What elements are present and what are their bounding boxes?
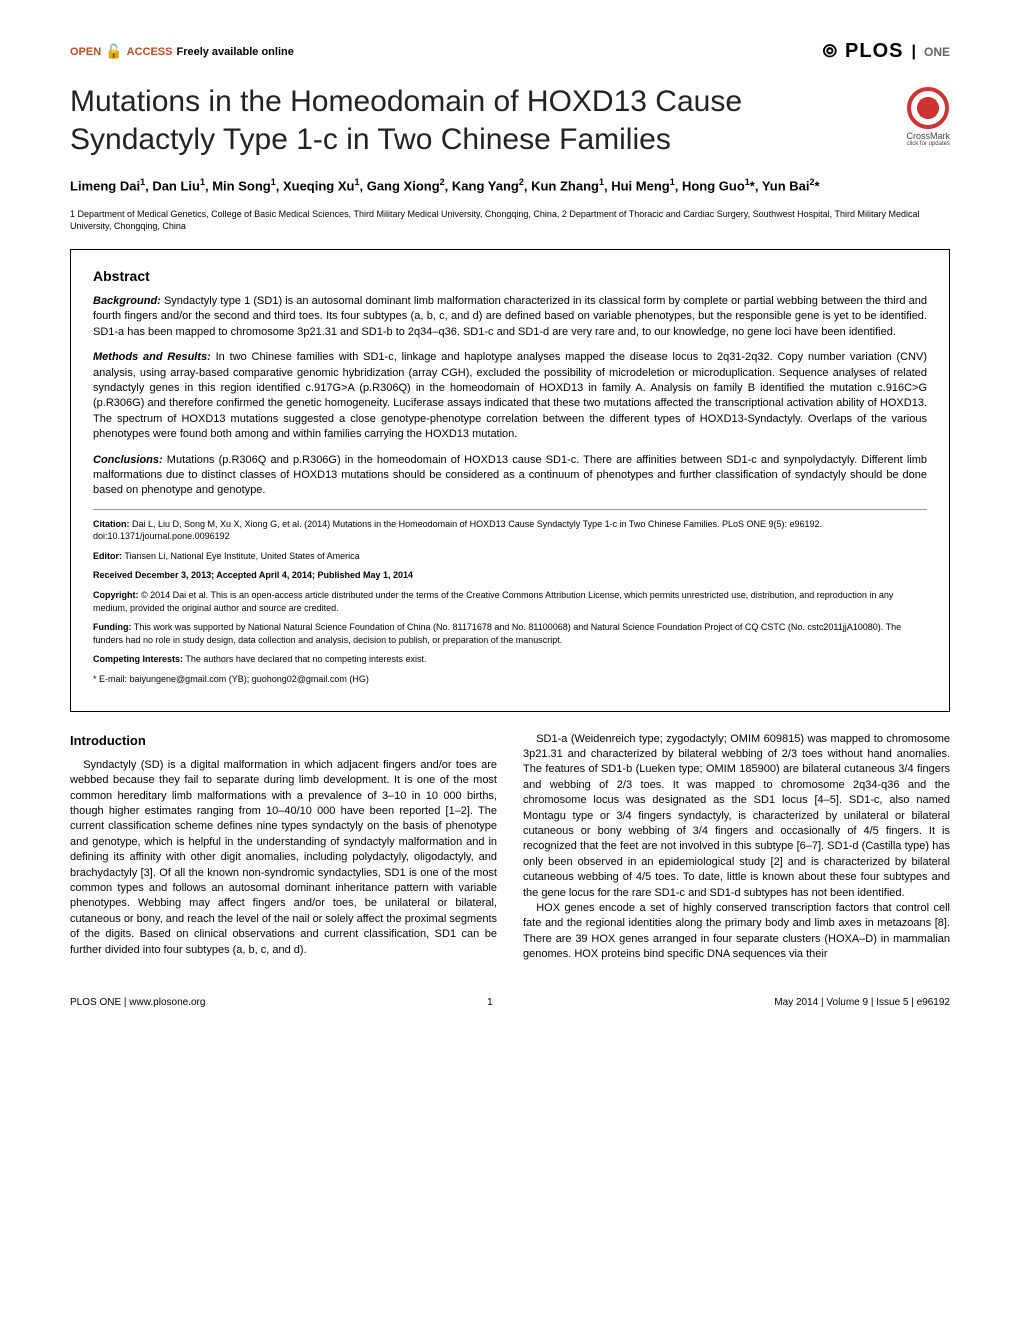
abstract-heading: Abstract [93, 268, 927, 284]
copyright-label: Copyright: [93, 590, 139, 600]
author-list: Limeng Dai1, Dan Liu1, Min Song1, Xueqin… [70, 176, 950, 196]
plos-icon: ⦾ [823, 41, 837, 62]
competing-label: Competing Interests: [93, 654, 183, 664]
funding-text: This work was supported by National Natu… [93, 622, 901, 645]
footer-page: 1 [487, 997, 493, 1008]
abstract-divider [93, 509, 927, 510]
crossmark-badge[interactable]: CrossMark click for updates [906, 87, 950, 147]
editor-label: Editor: [93, 551, 122, 561]
intro-p3: HOX genes encode a set of highly conserv… [523, 901, 950, 963]
background-label: Background: [93, 295, 161, 307]
page-header: OPEN 🔓 ACCESS Freely available online ⦾ … [70, 40, 950, 63]
body-columns: Introduction Syndactyly (SD) is a digita… [70, 732, 950, 963]
intro-p1: Syndactyly (SD) is a digital malformatio… [70, 758, 497, 958]
conclusions-label: Conclusions: [93, 454, 163, 466]
affiliations: 1 Department of Medical Genetics, Colleg… [70, 208, 950, 233]
editor-text: Tiansen Li, National Eye Institute, Unit… [122, 551, 360, 561]
freely-label: Freely available online [176, 46, 293, 58]
access-label: ACCESS [127, 46, 173, 58]
dates-line: Received December 3, 2013; Accepted Apri… [93, 569, 927, 582]
conclusions-text: Mutations (p.R306Q and p.R306G) in the h… [93, 454, 927, 497]
copyright-line: Copyright: © 2014 Dai et al. This is an … [93, 589, 927, 614]
footer-right: May 2014 | Volume 9 | Issue 5 | e96192 [774, 997, 950, 1008]
column-right: SD1-a (Weidenreich type; zygodactyly; OM… [523, 732, 950, 963]
abstract-box: Abstract Background: Syndactyly type 1 (… [70, 249, 950, 712]
intro-p2: SD1-a (Weidenreich type; zygodactyly; OM… [523, 732, 950, 901]
crossmark-label: CrossMark [906, 131, 950, 141]
citation-label: Citation: [93, 519, 130, 529]
divider-icon: | [912, 43, 916, 61]
competing-line: Competing Interests: The authors have de… [93, 653, 927, 666]
open-label: OPEN [70, 46, 101, 58]
footer-left: PLOS ONE | www.plosone.org [70, 997, 205, 1008]
crossmark-icon [907, 87, 949, 129]
editor-line: Editor: Tiansen Li, National Eye Institu… [93, 550, 927, 563]
methods-label: Methods and Results: [93, 351, 211, 363]
background-text: Syndactyly type 1 (SD1) is an autosomal … [93, 295, 927, 338]
plos-text: PLOS [845, 40, 903, 63]
page-footer: PLOS ONE | www.plosone.org 1 May 2014 | … [70, 997, 950, 1008]
abstract-conclusions: Conclusions: Mutations (p.R306Q and p.R3… [93, 453, 927, 499]
article-title: Mutations in the Homeodomain of HOXD13 C… [70, 83, 886, 158]
column-left: Introduction Syndactyly (SD) is a digita… [70, 732, 497, 963]
funding-line: Funding: This work was supported by Nati… [93, 621, 927, 646]
methods-text: In two Chinese families with SD1-c, link… [93, 351, 927, 440]
open-access-badge: OPEN 🔓 ACCESS Freely available online [70, 43, 294, 60]
competing-text: The authors have declared that no compet… [183, 654, 426, 664]
title-row: Mutations in the Homeodomain of HOXD13 C… [70, 83, 950, 176]
abstract-background: Background: Syndactyly type 1 (SD1) is a… [93, 294, 927, 340]
copyright-text: © 2014 Dai et al. This is an open-access… [93, 590, 893, 613]
crossmark-sub: click for updates [906, 141, 950, 147]
dates-text: Received December 3, 2013; Accepted Apri… [93, 570, 413, 580]
one-text: ONE [924, 45, 950, 59]
citation-text: Dai L, Liu D, Song M, Xu X, Xiong G, et … [93, 519, 822, 542]
lock-icon: 🔓 [105, 43, 122, 60]
funding-label: Funding: [93, 622, 131, 632]
email-line: * E-mail: baiyungene@gmail.com (YB); guo… [93, 673, 927, 686]
abstract-methods: Methods and Results: In two Chinese fami… [93, 350, 927, 442]
journal-logo: ⦾ PLOS | ONE [823, 40, 950, 63]
intro-heading: Introduction [70, 732, 497, 750]
citation-line: Citation: Dai L, Liu D, Song M, Xu X, Xi… [93, 518, 927, 543]
